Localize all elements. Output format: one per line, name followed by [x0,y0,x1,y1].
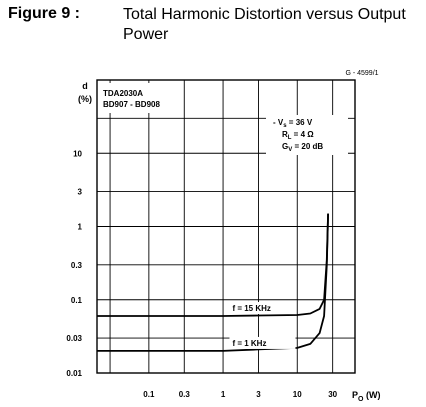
y-tick-label: 0.03 [66,334,82,343]
y-tick-label: 0.3 [71,261,83,270]
device-line-1: TDA2030A [103,89,143,98]
test-conditions: - Vs = 36 VRL = 4 ΩGV = 20 dB [266,115,348,155]
x-tick-label: 3 [256,390,261,399]
y-tick-labels: 0.01 0.03 0.1 0.3 1 3 10 [66,149,82,378]
plot-frame [96,79,356,374]
y-axis-label-unit: (%) [78,94,92,104]
x-tick-label: 1 [221,390,226,399]
condition-line: GV = 20 dB [282,142,323,153]
series-layer [97,213,329,352]
series-line-1khz [97,213,329,352]
device-line-2: BD907 - BD908 [103,100,160,109]
figure-title: Total Harmonic Distortion versus Output … [123,6,406,43]
series-label-bg [229,302,296,315]
y-tick-label: 3 [78,188,83,197]
y-tick-label: 0.01 [66,369,82,378]
x-axis-label: PO (W) [352,390,380,403]
y-tick-label: 10 [73,149,82,158]
x-tick-label: 0.3 [179,390,191,399]
figure-label: Figure 9 : [8,5,81,22]
condition-line: RL = 4 Ω [282,130,314,141]
figure-header: Figure 9 : Total Harmonic Distortion ver… [8,5,418,49]
series-labels: f = 15 KHz f = 1 KHz [229,302,296,349]
x-tick-label: 30 [328,390,337,399]
x-tick-labels: 0.1 0.3 1 3 10 30 [143,390,337,399]
x-tick-label: 0.1 [143,390,155,399]
x-tick-label: 10 [293,390,302,399]
y-tick-label: 0.1 [71,296,83,305]
series-label-1khz: f = 1 KHz [232,339,266,348]
series-label-15khz: f = 15 KHz [232,304,270,313]
y-tick-label: 1 [78,223,83,232]
device-label: TDA2030A BD907 - BD908 [99,83,179,113]
conditions-bg [266,115,348,155]
device-label-bg [99,83,179,113]
series-label-bg [229,336,296,349]
doc-code: G - 4599/1 [345,70,378,77]
condition-line: - Vs = 36 V [273,118,313,129]
y-axis-label-symbol: d [82,81,88,91]
